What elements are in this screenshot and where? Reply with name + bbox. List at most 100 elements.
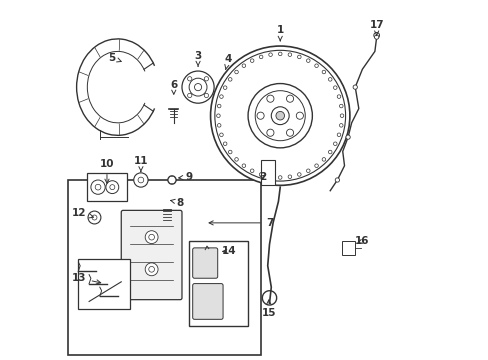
Circle shape	[189, 78, 206, 96]
Circle shape	[234, 70, 238, 74]
Circle shape	[306, 169, 309, 172]
Circle shape	[106, 181, 119, 194]
Text: 10: 10	[100, 159, 114, 183]
Bar	[78, 258, 130, 309]
Circle shape	[314, 64, 318, 67]
Circle shape	[223, 142, 226, 145]
Circle shape	[374, 35, 378, 39]
Circle shape	[286, 129, 293, 136]
Circle shape	[333, 86, 336, 89]
Circle shape	[250, 59, 253, 62]
Circle shape	[268, 175, 272, 179]
Circle shape	[337, 133, 340, 136]
Text: 17: 17	[368, 19, 383, 35]
Circle shape	[110, 185, 115, 190]
Circle shape	[268, 53, 272, 57]
Circle shape	[328, 150, 331, 154]
Text: 4: 4	[224, 54, 232, 69]
Circle shape	[228, 150, 231, 154]
Circle shape	[145, 263, 158, 276]
Circle shape	[247, 84, 312, 148]
Text: 6: 6	[170, 80, 177, 94]
Bar	[341, 241, 354, 255]
Circle shape	[187, 93, 191, 98]
Text: 15: 15	[261, 300, 276, 318]
Circle shape	[322, 70, 325, 74]
Text: 9: 9	[178, 172, 192, 182]
Circle shape	[204, 93, 208, 98]
Circle shape	[322, 158, 325, 161]
Circle shape	[287, 53, 291, 57]
Circle shape	[345, 135, 349, 139]
Circle shape	[266, 95, 273, 102]
Circle shape	[187, 77, 191, 81]
Text: 7: 7	[209, 218, 273, 228]
Circle shape	[219, 95, 223, 98]
Circle shape	[138, 177, 143, 183]
Text: 14: 14	[221, 247, 236, 256]
Circle shape	[255, 91, 305, 141]
Circle shape	[148, 266, 154, 272]
Circle shape	[219, 133, 223, 136]
Circle shape	[148, 234, 154, 240]
Circle shape	[337, 95, 340, 98]
Bar	[87, 173, 126, 202]
Circle shape	[339, 104, 343, 108]
Circle shape	[145, 231, 158, 244]
Circle shape	[278, 176, 282, 179]
Circle shape	[287, 175, 291, 179]
Text: 16: 16	[354, 237, 368, 247]
FancyBboxPatch shape	[192, 284, 223, 319]
Circle shape	[373, 32, 379, 38]
Circle shape	[340, 114, 343, 117]
Text: 8: 8	[170, 198, 183, 207]
Circle shape	[88, 211, 101, 224]
Circle shape	[297, 173, 301, 176]
Circle shape	[134, 173, 148, 187]
Circle shape	[204, 77, 208, 81]
Circle shape	[352, 85, 357, 89]
Circle shape	[306, 59, 309, 62]
Circle shape	[296, 112, 303, 119]
Circle shape	[242, 164, 245, 167]
Circle shape	[223, 86, 226, 89]
Circle shape	[210, 46, 349, 185]
Circle shape	[95, 184, 101, 190]
Text: 1: 1	[276, 25, 283, 41]
Text: 12: 12	[72, 208, 93, 218]
Circle shape	[182, 71, 214, 103]
Circle shape	[335, 178, 339, 182]
FancyBboxPatch shape	[121, 210, 182, 300]
Circle shape	[333, 142, 336, 145]
Circle shape	[328, 78, 331, 81]
Bar	[260, 160, 274, 185]
Circle shape	[278, 52, 282, 56]
Circle shape	[259, 55, 263, 59]
Circle shape	[266, 129, 273, 136]
Circle shape	[228, 78, 231, 81]
Circle shape	[271, 107, 288, 125]
Circle shape	[91, 180, 105, 194]
Bar	[67, 180, 260, 355]
Circle shape	[259, 173, 263, 176]
Circle shape	[257, 112, 264, 119]
Circle shape	[339, 123, 343, 127]
Circle shape	[250, 169, 253, 172]
Circle shape	[286, 95, 293, 102]
Circle shape	[242, 64, 245, 67]
Circle shape	[275, 111, 284, 120]
Circle shape	[167, 176, 176, 184]
Text: 2: 2	[258, 172, 265, 182]
Circle shape	[214, 50, 345, 181]
FancyBboxPatch shape	[192, 248, 217, 278]
Text: 11: 11	[133, 156, 148, 172]
Circle shape	[217, 104, 221, 108]
Circle shape	[194, 84, 201, 91]
Circle shape	[234, 158, 238, 161]
Circle shape	[314, 164, 318, 167]
Text: 13: 13	[72, 273, 101, 284]
Circle shape	[92, 215, 97, 220]
Circle shape	[216, 114, 220, 117]
Circle shape	[297, 55, 301, 59]
Bar	[189, 241, 247, 327]
